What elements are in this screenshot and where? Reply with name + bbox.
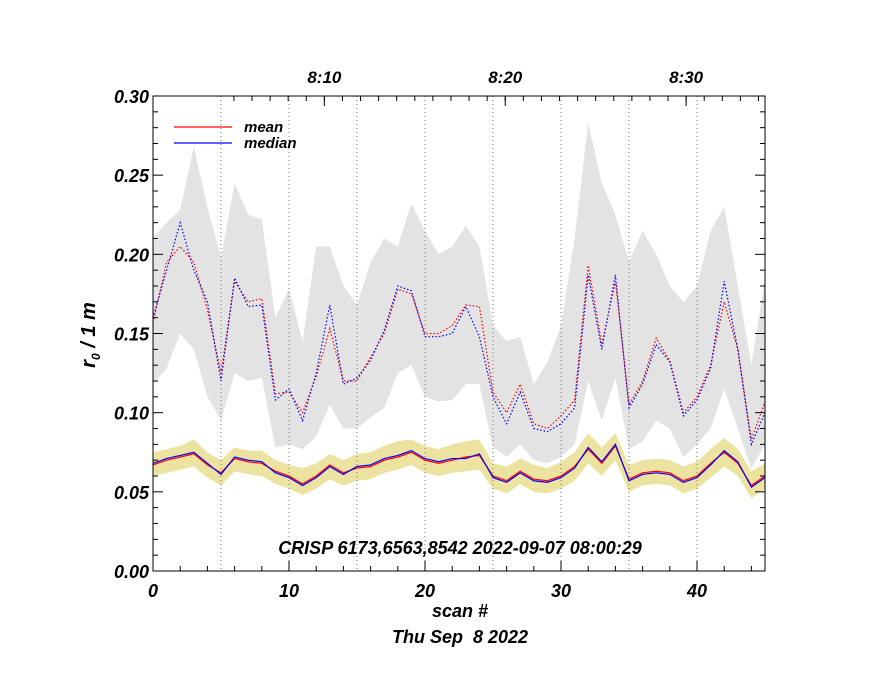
band-0 — [153, 122, 765, 469]
time-tick-label-0: 8:10 — [307, 68, 342, 87]
x-axis-label: scan # — [432, 601, 488, 621]
chart-annotation: CRISP 6173,6563,8542 2022-09-07 08:00:29 — [278, 538, 642, 558]
time-tick-label-1: 8:20 — [488, 68, 523, 87]
x-tick-label-3: 30 — [551, 581, 571, 601]
x-tick-label-2: 20 — [414, 581, 435, 601]
series-line-3 — [152, 443, 766, 488]
x-tick-label-1: 10 — [279, 581, 299, 601]
y-axis-label: r0 / 1 m — [78, 302, 103, 368]
y-tick-label-2: 0.10 — [114, 404, 149, 424]
time-tick-label-2: 8:30 — [669, 68, 704, 87]
band-1 — [153, 433, 765, 499]
y-axis-label-base: r — [78, 359, 100, 368]
range-bands — [153, 122, 765, 499]
y-tick-label-4: 0.20 — [114, 245, 149, 265]
x-tick-label-4: 40 — [686, 581, 707, 601]
axis-ticks: 0.00 0.05 0.10 0.15 0.20 0.25 0.30 0 10 20 30 40 8:1… — [114, 68, 765, 601]
y-tick-label-0: 0.00 — [114, 562, 149, 582]
date-label: Thu Sep 8 2022 — [392, 627, 528, 647]
legend-label-median: median — [244, 135, 297, 152]
y-tick-label-5: 0.25 — [114, 166, 150, 186]
legend: mean median — [174, 119, 297, 152]
legend-label-mean: mean — [244, 119, 283, 136]
y-axis-label-subscript: 0 — [89, 353, 103, 360]
y-tick-label-3: 0.15 — [114, 325, 150, 345]
y-axis-label-rest: / 1 m — [78, 302, 100, 353]
series-lines — [152, 220, 766, 488]
y-tick-label-1: 0.05 — [114, 483, 150, 503]
x-tick-label-0: 0 — [148, 581, 158, 601]
series-line-0 — [152, 245, 766, 440]
y-tick-label-6: 0.30 — [114, 87, 149, 107]
series-line-1 — [152, 220, 766, 447]
